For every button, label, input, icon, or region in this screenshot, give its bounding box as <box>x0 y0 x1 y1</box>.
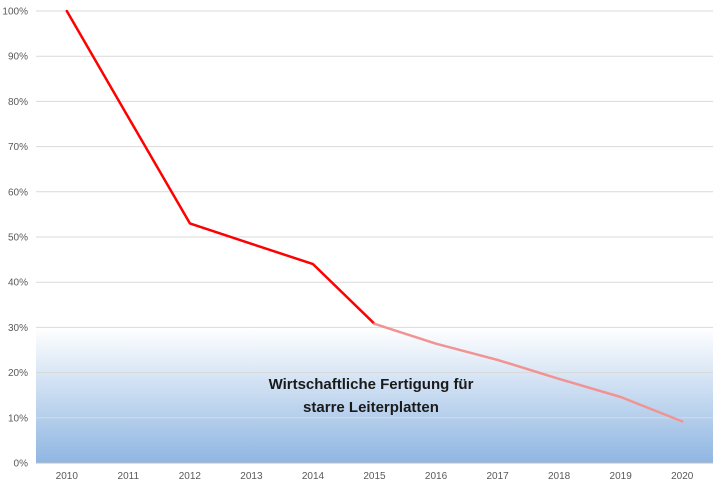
y-tick-label: 20% <box>8 368 28 379</box>
annotation-line-1: Wirtschaftliche Fertigung für <box>269 376 474 393</box>
y-tick-label: 80% <box>8 97 28 108</box>
x-tick-label: 2014 <box>302 471 325 482</box>
y-tick-label: 50% <box>8 233 28 244</box>
annotation-line-2: starre Leiterplatten <box>303 399 439 416</box>
x-tick-label: 2016 <box>425 471 448 482</box>
y-tick-label: 90% <box>8 52 28 63</box>
series-line <box>373 322 684 423</box>
y-tick-label: 100% <box>2 7 28 18</box>
x-tick-label: 2010 <box>56 471 79 482</box>
x-tick-label: 2012 <box>179 471 202 482</box>
x-tick-label: 2020 <box>671 471 694 482</box>
y-tick-label: 60% <box>8 187 28 198</box>
y-tick-label: 30% <box>8 323 28 334</box>
x-tick-label: 2017 <box>486 471 509 482</box>
x-tick-label: 2013 <box>240 471 263 482</box>
series-line <box>65 9 376 326</box>
y-tick-label: 10% <box>8 413 28 424</box>
y-tick-label: 0% <box>14 459 29 470</box>
x-tick-label: 2011 <box>118 471 140 482</box>
x-tick-label: 2019 <box>610 471 633 482</box>
x-tick-label: 2015 <box>363 471 386 482</box>
economic-production-band <box>36 327 713 463</box>
y-tick-label: 70% <box>8 142 28 153</box>
x-tick-label: 2018 <box>548 471 571 482</box>
y-tick-label: 40% <box>8 278 28 289</box>
